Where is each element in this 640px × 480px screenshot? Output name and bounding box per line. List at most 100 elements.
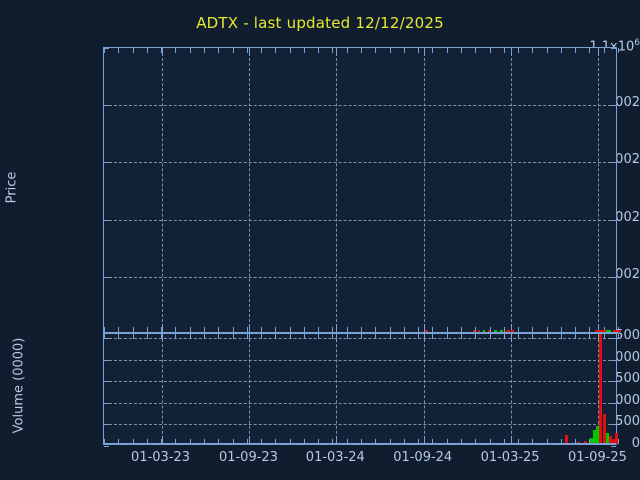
axis-tick (104, 381, 109, 383)
gridline-horizontal (104, 219, 616, 221)
axis-tick (249, 48, 251, 56)
axis-tick-minor (560, 48, 562, 53)
axis-tick-minor (375, 48, 377, 53)
axis-tick-minor (218, 439, 220, 444)
axis-tick-minor (418, 439, 420, 444)
volume-bar (611, 438, 615, 444)
gridline-horizontal (104, 402, 616, 404)
gridline-horizontal (104, 162, 616, 164)
axis-tick (336, 334, 338, 342)
axis-tick-minor (332, 334, 334, 339)
axis-tick-minor (218, 327, 220, 332)
axis-tick-minor (218, 334, 220, 339)
axis-tick-minor (389, 334, 391, 339)
axis-tick-minor (261, 48, 263, 53)
price-candle (493, 330, 497, 332)
axis-tick-minor (460, 327, 462, 332)
price-candle (488, 330, 491, 332)
volume-bar (565, 434, 569, 444)
axis-tick-minor (575, 48, 577, 53)
volume-bar (589, 437, 593, 444)
price-candle (499, 330, 503, 332)
axis-tick-minor (189, 334, 191, 339)
axis-tick-minor (203, 48, 205, 53)
axis-tick-minor (232, 327, 234, 332)
axis-tick (611, 338, 616, 340)
volume-y-tick-label: 0 (631, 436, 640, 451)
axis-tick-minor (532, 327, 534, 332)
axis-tick-minor (246, 327, 248, 332)
axis-tick-minor (246, 334, 248, 339)
axis-tick-minor (232, 439, 234, 444)
axis-tick-minor (132, 439, 134, 444)
volume-bar (602, 413, 606, 444)
volume-bar (599, 333, 603, 444)
axis-tick (336, 436, 338, 444)
x-tick-label: 01-03-23 (131, 450, 191, 465)
axis-tick (104, 276, 109, 278)
axis-tick-minor (432, 327, 434, 332)
price-candle (505, 330, 510, 332)
axis-tick-minor (589, 327, 591, 332)
axis-tick-minor (246, 439, 248, 444)
axis-tick (511, 48, 513, 56)
gridline-vertical (249, 334, 251, 444)
axis-tick (423, 436, 425, 444)
axis-tick-minor (303, 327, 305, 332)
axis-tick-minor (489, 48, 491, 53)
axis-tick-minor (575, 439, 577, 444)
gridline-horizontal (104, 424, 616, 426)
price-plot-area (103, 47, 621, 333)
axis-tick-minor (146, 48, 148, 53)
gridline-vertical (336, 334, 338, 444)
axis-tick-minor (503, 334, 505, 339)
price-axis-label: Price (4, 171, 20, 204)
axis-tick-minor (460, 334, 462, 339)
axis-tick-minor (489, 334, 491, 339)
axis-tick-minor (232, 334, 234, 339)
axis-tick-minor (375, 439, 377, 444)
axis-tick-minor (389, 439, 391, 444)
axis-tick-minor (175, 327, 177, 332)
axis-tick (611, 446, 616, 447)
axis-tick-minor (546, 439, 548, 444)
axis-tick-minor (503, 48, 505, 53)
gridline-vertical (423, 334, 425, 444)
volume-plot-area (103, 333, 619, 447)
axis-tick-minor (603, 327, 605, 332)
axis-tick-minor (218, 48, 220, 53)
axis-tick-minor (546, 334, 548, 339)
axis-tick-minor (289, 439, 291, 444)
axis-tick (423, 334, 425, 342)
volume-bar (583, 441, 587, 444)
axis-tick-minor (318, 439, 320, 444)
axis-tick-minor (346, 439, 348, 444)
axis-tick-minor (403, 439, 405, 444)
axis-tick-minor (189, 439, 191, 444)
axis-tick-minor (475, 334, 477, 339)
axis-tick-minor (275, 48, 277, 53)
axis-tick-minor (161, 439, 163, 444)
axis-tick-minor (589, 334, 591, 339)
axis-tick-minor (418, 334, 420, 339)
axis-tick (611, 162, 616, 164)
volume-bar (596, 425, 600, 444)
axis-tick-minor (332, 48, 334, 53)
axis-tick-minor (332, 327, 334, 332)
axis-tick-minor (418, 327, 420, 332)
axis-tick-minor (432, 439, 434, 444)
axis-tick-minor (132, 48, 134, 53)
axis-tick-minor (503, 327, 505, 332)
axis-tick-minor (318, 327, 320, 332)
axis-tick (104, 105, 109, 107)
axis-tick (336, 48, 338, 56)
axis-tick-minor (460, 48, 462, 53)
axis-tick-minor (618, 334, 619, 339)
x-tick-label: 01-09-25 (567, 450, 627, 465)
gridline-vertical (598, 48, 600, 332)
axis-tick-minor (104, 327, 105, 332)
axis-tick-minor (503, 439, 505, 444)
gridline-vertical (511, 334, 513, 444)
axis-tick-minor (246, 48, 248, 53)
